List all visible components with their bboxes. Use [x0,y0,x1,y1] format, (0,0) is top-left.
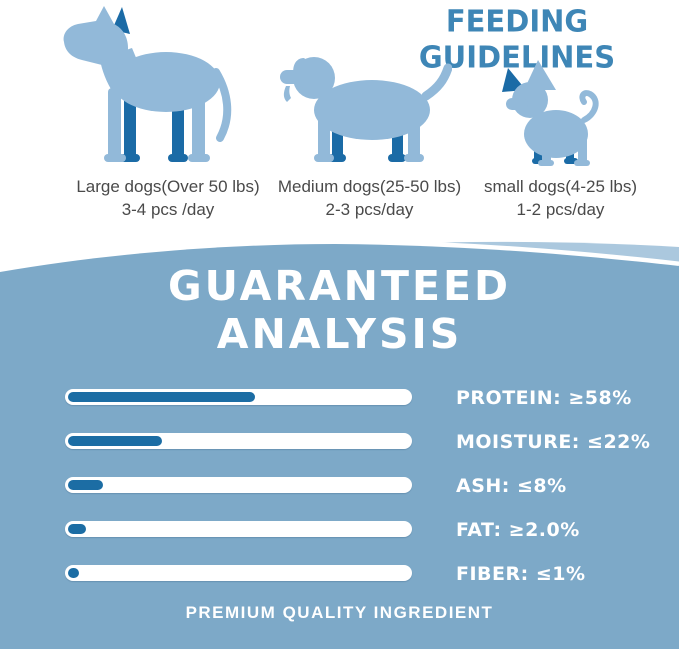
moisture-bar-track [65,433,412,449]
analysis-title: GUARANTEED ANALYSIS [0,262,679,358]
large-dog-icon [63,6,232,162]
protein-bar-track [65,389,412,405]
protein-bar-fill [68,392,256,402]
fat-bar-fill [68,524,87,534]
medium-dog-size-label: Medium dogs(25-50 lbs) [277,177,462,196]
medium-dog-caption: Medium dogs(25-50 lbs) 2-3 pcs/day [262,175,477,221]
ash-bar-fill [68,480,103,490]
fiber-bar-fill [68,568,80,578]
fat-label: FAT: ≥2.0% [456,519,580,541]
fat-bar-track [65,521,412,537]
footer-note: PREMIUM QUALITY INGREDIENT [185,603,494,622]
large-dog-size-label: Large dogs(Over 50 lbs) [76,177,260,196]
analysis-title-line1: GUARANTEED [167,262,512,310]
small-dog-amount: 1-2 pcs/day [516,200,605,219]
analysis-title-line2: ANALYSIS [216,310,463,358]
moisture-bar-fill [68,436,162,446]
large-dog-amount: 3-4 pcs /day [121,200,215,219]
small-dog-icon [502,60,599,166]
large-dog-caption: Large dogs(Over 50 lbs) 3-4 pcs /day [58,175,278,221]
ash-bar-track [65,477,412,493]
fiber-label: FIBER: ≤1% [456,563,586,585]
small-dog-size-label: small dogs(4-25 lbs) [483,177,638,196]
fiber-bar-track [65,565,412,581]
medium-dog-icon [280,57,452,162]
small-dog-caption: small dogs(4-25 lbs) 1-2 pcs/day [458,175,663,221]
ash-label: ASH: ≤8% [456,475,567,497]
protein-label: PROTEIN: ≥58% [456,387,632,409]
moisture-label: MOISTURE: ≤22% [456,431,651,453]
medium-dog-amount: 2-3 pcs/day [325,200,414,219]
